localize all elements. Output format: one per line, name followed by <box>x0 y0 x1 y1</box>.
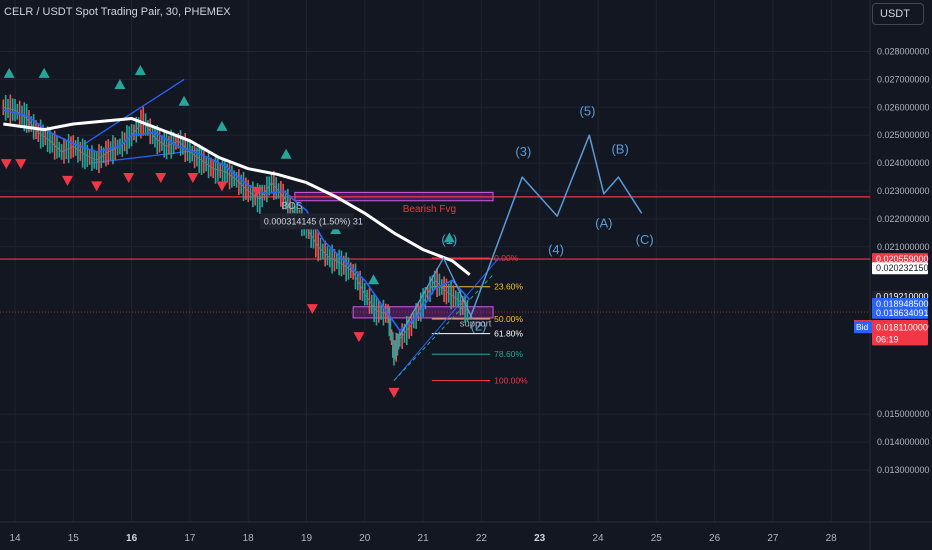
buy-signal-arrow <box>38 67 50 78</box>
wave-label: (2) <box>471 319 487 334</box>
sell-signal-arrow <box>251 187 263 197</box>
time-axis-tick: 22 <box>476 533 488 544</box>
sell-signal-arrow <box>61 175 73 186</box>
time-axis-tick: 16 <box>126 533 138 544</box>
order-book-tag <box>854 321 872 334</box>
time-axis-tick: 21 <box>418 533 430 544</box>
time-axis-tick: 27 <box>767 533 779 544</box>
buy-signal-arrow <box>3 67 15 78</box>
time-axis-tick: 18 <box>243 533 255 544</box>
buy-signal-arrow <box>216 120 228 131</box>
price-axis-tick: 0.015000000 <box>877 409 930 419</box>
fib-trend-line <box>393 257 500 382</box>
price-axis-tick: 0.021000000 <box>877 242 930 252</box>
time-axis-tick: 15 <box>68 533 80 544</box>
measure-tooltip-text: 0.000314145 (1.50%) 31 <box>264 216 363 226</box>
fib-level-label: 50.00% <box>494 314 523 324</box>
price-axis-label-text: 0.020232150 <box>876 263 929 273</box>
fib-level-label: 78.60% <box>494 349 523 359</box>
time-axis-tick: 17 <box>184 533 196 544</box>
buy-signal-arrow <box>134 65 146 76</box>
buy-signal-arrow <box>280 148 292 159</box>
price-line <box>3 106 471 354</box>
countdown-timer: 06:19 <box>876 334 899 344</box>
price-axis-label-text: 0.018948500 <box>876 299 929 309</box>
sell-signal-arrow <box>216 181 228 192</box>
support-label: support <box>460 318 492 329</box>
price-axis-label-text: 0.018110000 <box>876 322 928 332</box>
sell-signal-arrow <box>155 173 167 184</box>
buy-signal-arrow <box>368 274 380 285</box>
wave-label: (4) <box>548 242 564 257</box>
wave-label: (C) <box>636 232 654 247</box>
time-axis-tick: 24 <box>592 533 604 544</box>
measure-tooltip-bg <box>259 213 354 230</box>
buy-signal-arrow <box>443 232 455 243</box>
bearish-fvg-label: Bearish Fvg <box>403 204 456 215</box>
price-axis-tick: 0.023000000 <box>877 186 930 196</box>
order-book-tag-text: Bid <box>856 322 869 332</box>
time-axis-tick: 25 <box>651 533 663 544</box>
buy-signal-arrow <box>114 78 126 89</box>
time-axis-tick: 26 <box>709 533 721 544</box>
symbol-title: CELR / USDT Spot Trading Pair, 30, PHEME… <box>4 6 231 18</box>
time-axis-tick: 28 <box>826 533 838 544</box>
buy-signal-arrow <box>178 95 190 106</box>
sell-signal-arrow <box>123 173 135 184</box>
price-axis-tick: 0.022000000 <box>877 214 930 224</box>
white-moving-average <box>3 117 471 276</box>
price-axis-label <box>872 253 928 266</box>
price-axis-label-text: 0.020559000 <box>876 254 929 264</box>
wave-label: (5) <box>580 104 596 119</box>
price-axis-tick: 0.024000000 <box>877 158 930 168</box>
price-axis-tick: 0.026000000 <box>877 102 930 112</box>
channel-dashed-line <box>393 274 494 382</box>
price-axis-tick: 0.028000000 <box>877 47 930 57</box>
price-axis-tick: 0.025000000 <box>877 130 930 140</box>
fib-level-label: 100.00% <box>494 375 528 385</box>
sell-signal-arrow <box>353 332 365 343</box>
sell-signal-arrow <box>187 173 199 184</box>
price-axis-tick: 0.014000000 <box>877 437 930 447</box>
wave-label: (A) <box>595 215 612 230</box>
time-axis-tick: 14 <box>9 533 21 544</box>
sell-signal-arrow <box>15 159 27 170</box>
price-axis-tick: 0.013000000 <box>877 465 930 475</box>
sell-signal-arrow <box>388 387 400 398</box>
wave-1-2-path <box>399 256 474 337</box>
sell-signal-arrow <box>91 181 103 192</box>
sell-signal-arrow <box>0 159 12 170</box>
fib-level-label: 23.60% <box>494 282 523 292</box>
time-axis-tick: 19 <box>301 533 313 544</box>
time-axis-tick: 23 <box>534 533 546 544</box>
wave-label: (B) <box>611 141 628 156</box>
fib-level-label: 61.80% <box>494 329 523 339</box>
wave-label: (3) <box>515 144 531 159</box>
trend-line <box>84 78 185 145</box>
currency-button[interactable]: USDT <box>872 3 924 25</box>
price-axis-tick: 0.027000000 <box>877 74 930 84</box>
price-axis-label-text: 0.018634091 <box>876 308 929 318</box>
fib-level-label: 0.00% <box>494 253 519 263</box>
time-axis-tick: 20 <box>359 533 371 544</box>
price-axis-label <box>872 321 928 346</box>
elliott-wave-projection <box>468 134 643 320</box>
price-axis-label-text: 0.019210000 <box>876 292 929 302</box>
price-axis-label <box>872 262 928 275</box>
price-axis-label <box>872 306 928 319</box>
bos-label: BOS <box>281 201 302 212</box>
sell-signal-arrow <box>306 304 318 315</box>
